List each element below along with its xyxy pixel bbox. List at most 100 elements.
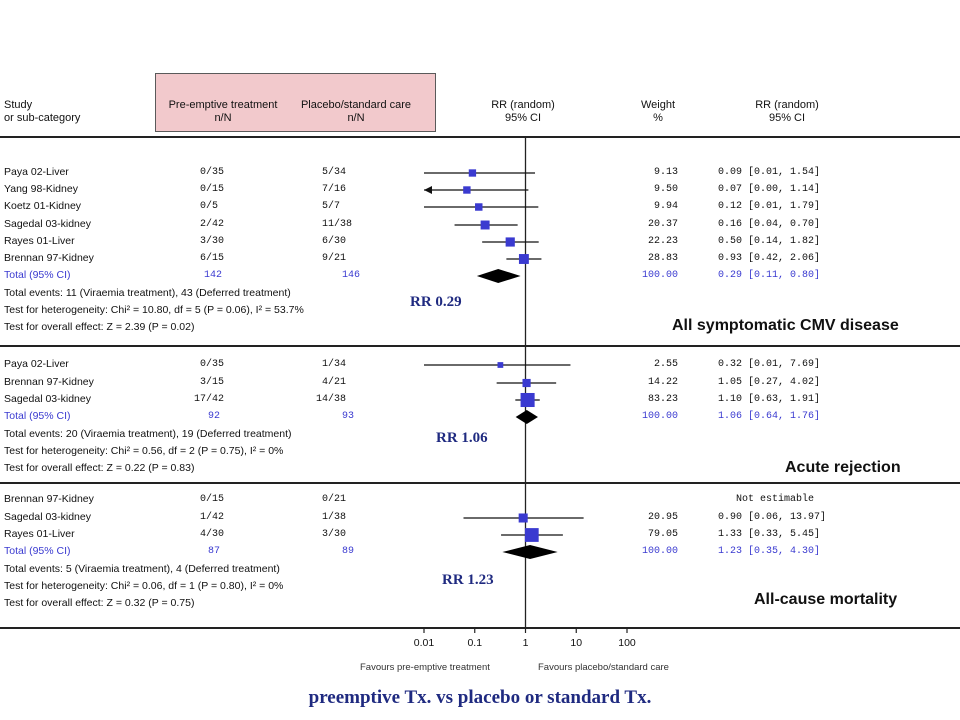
rr-ci-value: 1.10 [0.63, 1.91]: [718, 394, 821, 405]
study-marker: [480, 220, 490, 230]
treat-total: 142: [204, 270, 223, 281]
study-marker: [468, 169, 477, 177]
x-tick-label: 1: [523, 637, 529, 649]
rr-ci-value: 0.93 [0.42, 2.06]: [718, 253, 821, 264]
ctrl-count: 5/7: [322, 201, 341, 212]
study-marker: [497, 362, 504, 368]
treat-count: 0/15: [200, 494, 225, 505]
ctrl-count: 4/21: [322, 377, 347, 388]
weight-value: 14.22: [647, 377, 678, 388]
rr-callout: RR 0.29: [410, 294, 462, 310]
rr-callout: RR 1.06: [436, 430, 488, 446]
overall-effect-test: Test for overall effect: Z = 0.32 (P = 0…: [4, 597, 195, 609]
rr-ci-value: 0.32 [0.01, 7.69]: [718, 359, 821, 370]
rr-ci-value: Not estimable: [736, 494, 815, 505]
header-rr-values: RR (random) 95% CI: [755, 99, 819, 124]
highlight-box: [155, 73, 436, 132]
study-name: Sagedal 03-kidney: [4, 511, 91, 523]
study-marker: [524, 528, 539, 542]
header-treatment: Pre-emptive treatment n/N: [168, 99, 278, 124]
rr-ci-value: 1.05 [0.27, 4.02]: [718, 377, 821, 388]
ctrl-count: 9/21: [322, 253, 347, 264]
treat-count: 6/15: [200, 253, 225, 264]
section-title: Acute rejection: [785, 459, 901, 476]
ctrl-total: 89: [342, 546, 355, 557]
treat-count: 0/15: [200, 184, 225, 195]
study-name: Rayes 01-Liver: [4, 235, 75, 247]
rr-ci-value: 0.12 [0.01, 1.79]: [718, 201, 821, 212]
weight-value: 20.37: [647, 219, 678, 230]
heterogeneity-test: Test for heterogeneity: Chi² = 10.80, df…: [4, 304, 304, 316]
weight-total: 100.00: [641, 546, 678, 557]
overall-effect-test: Test for overall effect: Z = 2.39 (P = 0…: [4, 321, 195, 333]
section-rule-2: [0, 482, 960, 484]
weight-value: 20.95: [647, 512, 678, 523]
rr-ci-total: 0.29 [0.11, 0.80]: [718, 270, 821, 281]
ctrl-count: 1/38: [322, 512, 347, 523]
study-name: Paya 02-Liver: [4, 358, 69, 370]
ctrl-count: 6/30: [322, 236, 347, 247]
weight-value: 83.23: [647, 394, 678, 405]
rr-ci-total: 1.06 [0.64, 1.76]: [718, 411, 821, 422]
study-name: Paya 02-Liver: [4, 166, 69, 178]
total-events: Total events: 20 (Viraemia treatment), 1…: [4, 428, 292, 440]
favours-control-label: Favours placebo/standard care: [538, 662, 669, 673]
ctrl-count: 5/34: [322, 167, 347, 178]
ci-truncation-arrow: [424, 186, 432, 194]
heterogeneity-test: Test for heterogeneity: Chi² = 0.06, df …: [4, 580, 284, 592]
weight-total: 100.00: [641, 411, 678, 422]
heterogeneity-test: Test for heterogeneity: Chi² = 0.56, df …: [4, 445, 284, 457]
section-title: All symptomatic CMV disease: [672, 317, 899, 334]
header-rule: [0, 136, 960, 138]
treat-count: 4/30: [200, 529, 225, 540]
rr-ci-value: 0.90 [0.06, 13.97]: [718, 512, 827, 523]
total-events: Total events: 5 (Viraemia treatment), 4 …: [4, 563, 280, 575]
rr-ci-value: 0.07 [0.00, 1.14]: [718, 184, 821, 195]
favours-treatment-label: Favours pre-emptive treatment: [360, 662, 490, 673]
header-rr-plot: RR (random) 95% CI: [491, 99, 555, 124]
study-name: Brennan 97-Kidney: [4, 252, 94, 264]
pooled-diamond: [502, 545, 558, 559]
ctrl-count: 11/38: [322, 219, 353, 230]
ctrl-total: 146: [342, 270, 361, 281]
ctrl-count: 7/16: [322, 184, 347, 195]
x-tick-label: 10: [570, 637, 582, 649]
study-name: Yang 98-Kidney: [4, 183, 78, 195]
weight-value: 9.13: [653, 167, 678, 178]
study-marker: [463, 186, 471, 194]
weight-value: 79.05: [647, 529, 678, 540]
total-label: Total (95% CI): [4, 545, 71, 557]
pooled-diamond: [476, 269, 521, 283]
section-title: All-cause mortality: [754, 591, 898, 608]
study-marker: [518, 513, 528, 523]
rr-ci-value: 0.09 [0.01, 1.54]: [718, 167, 821, 178]
weight-value: 9.50: [653, 184, 678, 195]
treat-count: 0/35: [200, 359, 225, 370]
treat-count: 17/42: [194, 394, 225, 405]
study-name: Sagedal 03-kidney: [4, 218, 91, 230]
study-name: Brennan 97-Kidney: [4, 376, 94, 388]
pooled-diamond: [515, 410, 538, 424]
weight-value: 22.23: [647, 236, 678, 247]
study-name: Rayes 01-Liver: [4, 528, 75, 540]
treat-total: 92: [208, 411, 221, 422]
ctrl-count: 3/30: [322, 529, 347, 540]
rr-callout: RR 1.23: [442, 572, 494, 588]
treat-count: 3/15: [200, 377, 225, 388]
ctrl-count: 0/21: [322, 494, 347, 505]
rr-ci-value: 1.33 [0.33, 5.45]: [718, 529, 821, 540]
treat-count: 3/30: [200, 236, 225, 247]
total-label: Total (95% CI): [4, 269, 71, 281]
rr-ci-value: 0.50 [0.14, 1.82]: [718, 236, 821, 247]
slide-caption: preemptive Tx. vs placebo or standard Tx…: [308, 687, 652, 708]
ctrl-count: 1/34: [322, 359, 347, 370]
header-control: Placebo/standard care n/N: [300, 99, 412, 124]
weight-value: 2.55: [653, 359, 678, 370]
overall-effect-test: Test for overall effect: Z = 0.22 (P = 0…: [4, 462, 195, 474]
study-marker: [475, 203, 483, 211]
ctrl-total: 93: [342, 411, 355, 422]
section-rule-1: [0, 345, 960, 347]
treat-count: 1/42: [200, 512, 225, 523]
treat-total: 87: [208, 546, 221, 557]
weight-value: 9.94: [653, 201, 678, 212]
